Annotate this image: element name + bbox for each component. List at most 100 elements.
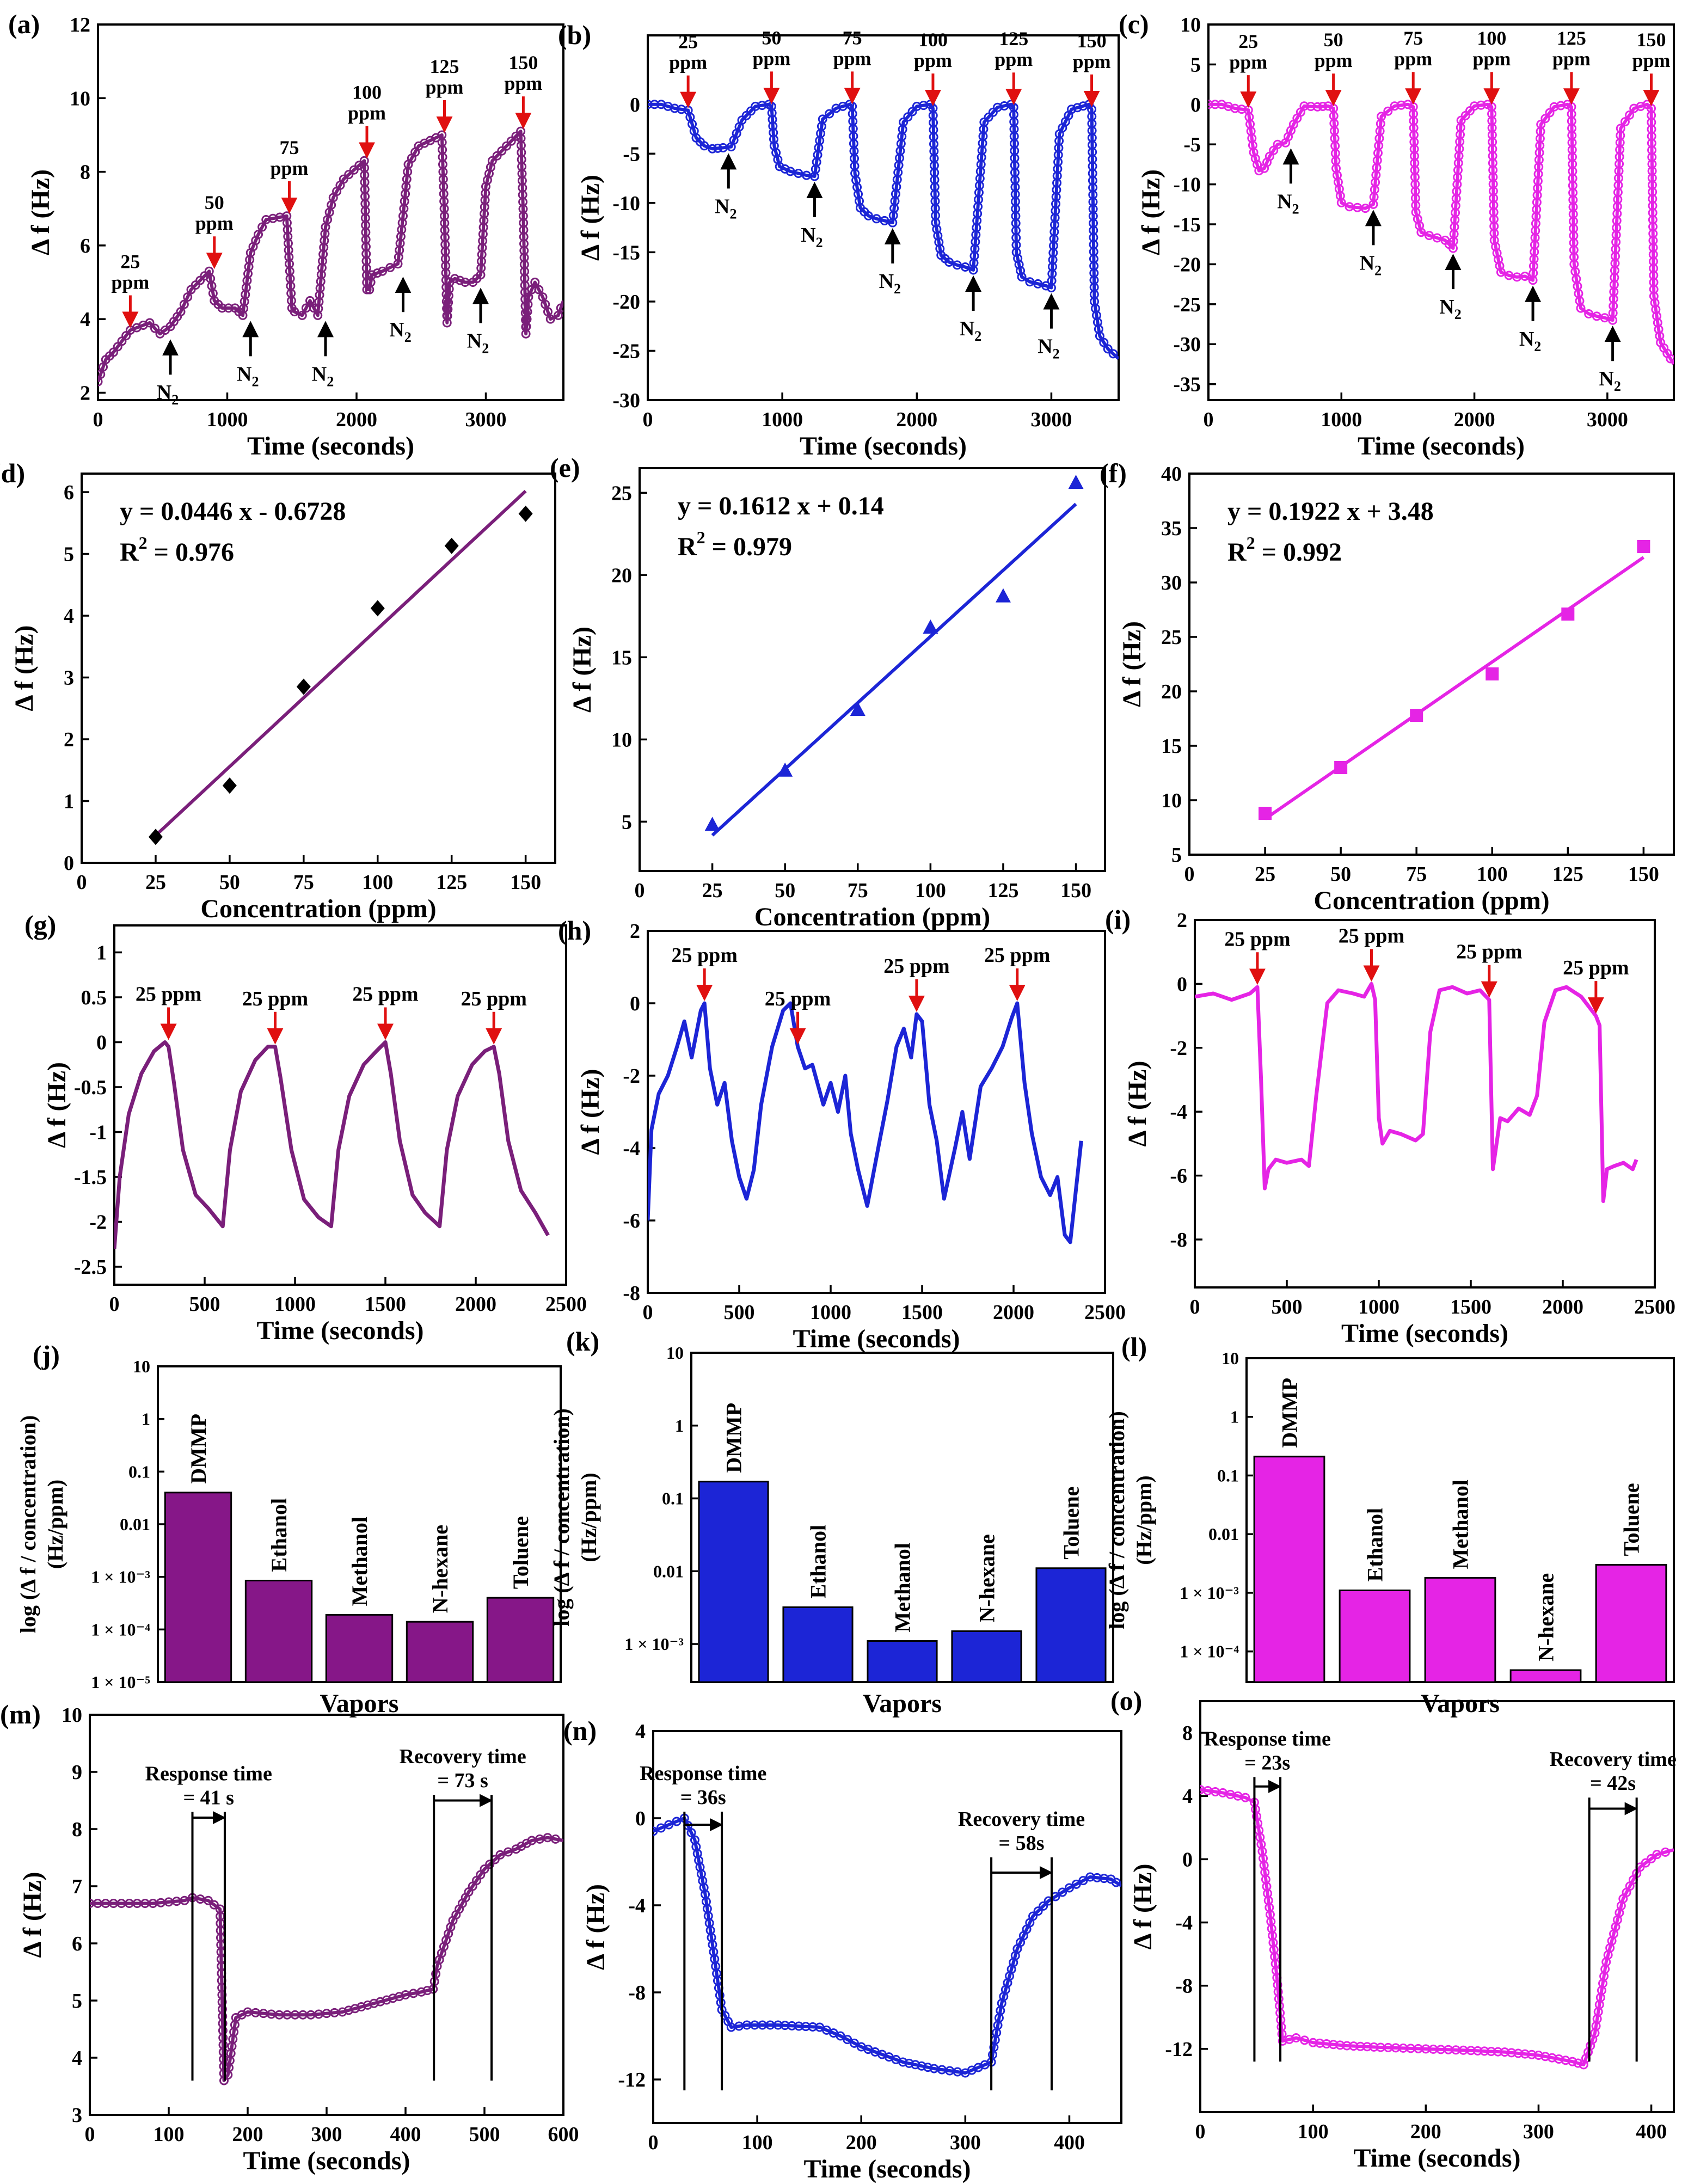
data-point (1025, 277, 1035, 287)
y-tick-label: 10 (133, 1357, 150, 1376)
plot-area (114, 1040, 550, 1249)
y-tick-label: -4 (1170, 1101, 1187, 1124)
data-point (367, 270, 377, 280)
x-tick-label: 0 (1190, 1296, 1200, 1318)
bar-category-label: Ethanol (1363, 1508, 1388, 1582)
exposure-label: 25 ppm (461, 987, 526, 1010)
y-tick-label: 10 (611, 728, 632, 751)
bar-category-label: DMMP (1278, 1378, 1302, 1448)
exposure-label: 25 ppm (1224, 928, 1290, 950)
data-point (444, 284, 454, 294)
data-point (450, 274, 459, 284)
y-tick-label: 8 (72, 1818, 82, 1841)
data-point (534, 285, 544, 295)
data-point (1336, 198, 1346, 207)
data-point (1486, 667, 1499, 680)
y-tick-label: 0 (1177, 973, 1187, 996)
bar-dmmp (698, 1481, 769, 1682)
data-point (1493, 2047, 1503, 2057)
plot-frame (652, 1730, 1122, 2124)
y-axis-title: Δ f (Hz) (18, 1872, 47, 1958)
data-point (349, 165, 359, 175)
x-tick-label: 100 (1477, 863, 1508, 886)
data-point (1355, 2041, 1365, 2051)
x-axis-title: Concentration (ppm) (1313, 886, 1549, 915)
data-point (863, 211, 873, 220)
x-tick-label: 2500 (545, 1293, 587, 1316)
data-point (485, 1860, 495, 1869)
x-tick-label: 125 (436, 871, 467, 894)
data-point (179, 299, 189, 309)
exposure-label: ppm (348, 102, 386, 124)
data-point (1362, 2042, 1372, 2052)
data-point (899, 117, 909, 127)
data-point (1652, 311, 1662, 321)
data-point (444, 537, 459, 554)
bar-category-label: Methanol (1448, 1480, 1473, 1569)
data-point (1230, 103, 1240, 113)
data-point (309, 303, 319, 313)
exposure-label: 50 (205, 192, 224, 213)
plot-frame (97, 23, 564, 401)
x-tick-label: 500 (1272, 1296, 1303, 1318)
data-point (1600, 313, 1610, 323)
exposure-label: 25 (120, 250, 140, 272)
data-point (1064, 1883, 1074, 1893)
x-tick-label: 0 (643, 408, 653, 431)
x-tick-label: 1000 (1321, 408, 1362, 431)
y-tick-label: 0.01 (653, 1561, 684, 1581)
plot-frame (647, 930, 1106, 1294)
x-tick-label: 3000 (1587, 408, 1628, 431)
data-point (1616, 124, 1625, 133)
data-point (217, 303, 227, 313)
y-tick-label: 10 (1222, 1348, 1239, 1368)
data-point (444, 298, 453, 308)
y-tick-label: 0.01 (120, 1514, 150, 1534)
data-point (257, 222, 267, 232)
data-point (145, 318, 155, 328)
time-label-value: = 42s (1590, 1772, 1636, 1795)
y-tick-label: 10 (666, 1343, 684, 1363)
y-tick-label: 0 (635, 1807, 646, 1830)
panel-label: (g) (24, 910, 56, 940)
bar-n-hexane (1509, 1669, 1582, 1682)
y-tick-label: 20 (611, 564, 632, 587)
x-axis-title: Concentration (ppm) (754, 903, 990, 931)
purge-label: N2 (1277, 190, 1299, 217)
x-tick-label: 0 (109, 1293, 120, 1316)
data-point (1625, 110, 1635, 120)
panel-label: (k) (566, 1326, 599, 1357)
purge-label-subscript: 2 (404, 329, 412, 345)
plot-area (1253, 1456, 1667, 1682)
panel-label: (a) (8, 9, 40, 39)
data-point (777, 762, 793, 777)
exposure-label: 50 (762, 27, 781, 48)
data-point (836, 2031, 845, 2041)
data-point (1651, 304, 1661, 314)
x-tick-label: 1000 (274, 1293, 316, 1316)
r2-superscript: 2 (139, 533, 148, 553)
y-tick-label: 35 (1161, 517, 1182, 540)
data-point (1210, 100, 1220, 109)
data-point (1573, 2058, 1583, 2068)
x-tick-label: 125 (987, 879, 1018, 902)
bar-toluene (1595, 1564, 1667, 1682)
purge-label: N2 (1038, 335, 1059, 362)
exposure-label: ppm (1229, 51, 1267, 73)
data-point (648, 100, 653, 109)
x-tick-label: 200 (846, 2131, 877, 2154)
data-point (1111, 1878, 1121, 1887)
data-point (1653, 318, 1662, 328)
data-point (849, 2038, 859, 2048)
x-tick-label: 2000 (993, 1301, 1034, 1324)
panel-label: (j) (33, 1340, 60, 1370)
purge-label-subscript: 2 (730, 206, 737, 222)
data-point (818, 114, 827, 124)
x-tick-label: 100 (362, 871, 393, 894)
panel-l: (l) 1 × 10⁻⁴ 1 × 10⁻³ 0.01 0.1 1 10 Vapors log (… (1104, 1332, 1675, 1718)
y-tick-label: -8 (623, 1282, 640, 1305)
data-point (504, 1847, 513, 1857)
exposure-label: ppm (1472, 48, 1511, 70)
